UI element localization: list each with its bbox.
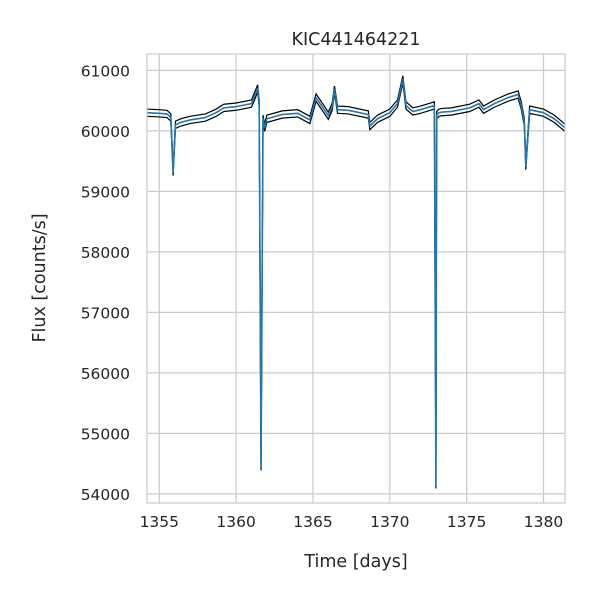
x-tick-labels: 1355 1360 1365 1370 1375 1380 [140, 513, 564, 531]
x-tick-label: 1370 [370, 513, 409, 531]
y-tick-label: 54000 [81, 486, 130, 504]
x-gridlines [158, 54, 545, 503]
x-tick-label: 1380 [524, 513, 563, 531]
y-axis-title: Flux [counts/s] [30, 213, 50, 342]
y-tick-label: 58000 [81, 244, 130, 262]
plot-area [146, 75, 566, 489]
x-axis-title: Time [days] [303, 552, 407, 572]
x-tick-label: 1365 [293, 513, 332, 531]
y-tick-label: 61000 [81, 62, 130, 80]
y-gridlines [147, 69, 565, 495]
chart-title: KIC441464221 [291, 30, 420, 50]
error-band-lower [146, 82, 566, 489]
x-tick-label: 1375 [447, 513, 486, 531]
y-tick-label: 56000 [81, 365, 130, 383]
y-tick-label: 59000 [81, 183, 130, 201]
y-tick-label: 55000 [81, 425, 130, 443]
y-tick-labels: 54000 55000 56000 57000 58000 59000 60000 61000 [81, 62, 130, 504]
y-tick-label: 57000 [81, 304, 130, 322]
error-band-upper [146, 75, 566, 482]
flux-series-line [146, 78, 566, 486]
x-tick-label: 1360 [216, 513, 255, 531]
x-tick-label: 1355 [140, 513, 179, 531]
axes-frame [146, 53, 566, 504]
y-tick-label: 60000 [81, 123, 130, 141]
